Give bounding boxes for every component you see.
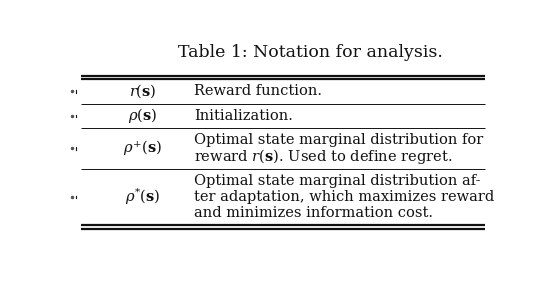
Text: $\rho^{*}(\mathbf{s})$: $\rho^{*}(\mathbf{s})$ — [125, 187, 161, 207]
Text: Optimal state marginal distribution for: Optimal state marginal distribution for — [194, 133, 483, 147]
Text: Reward function.: Reward function. — [194, 84, 322, 99]
Text: $\rho^{+}(\mathbf{s})$: $\rho^{+}(\mathbf{s})$ — [123, 139, 162, 158]
Text: ter adaptation, which maximizes reward: ter adaptation, which maximizes reward — [194, 190, 494, 204]
Text: reward $r(\mathbf{s})$. Used to define regret.: reward $r(\mathbf{s})$. Used to define r… — [194, 147, 452, 166]
Text: and minimizes information cost.: and minimizes information cost. — [194, 206, 433, 220]
Text: $r(\mathbf{s})$: $r(\mathbf{s})$ — [129, 83, 157, 100]
Text: Initialization.: Initialization. — [194, 109, 293, 123]
Text: Table 1: Notation for analysis.: Table 1: Notation for analysis. — [178, 44, 443, 61]
Text: Optimal state marginal distribution af-: Optimal state marginal distribution af- — [194, 174, 480, 188]
Text: $\rho(\mathbf{s})$: $\rho(\mathbf{s})$ — [128, 106, 157, 125]
